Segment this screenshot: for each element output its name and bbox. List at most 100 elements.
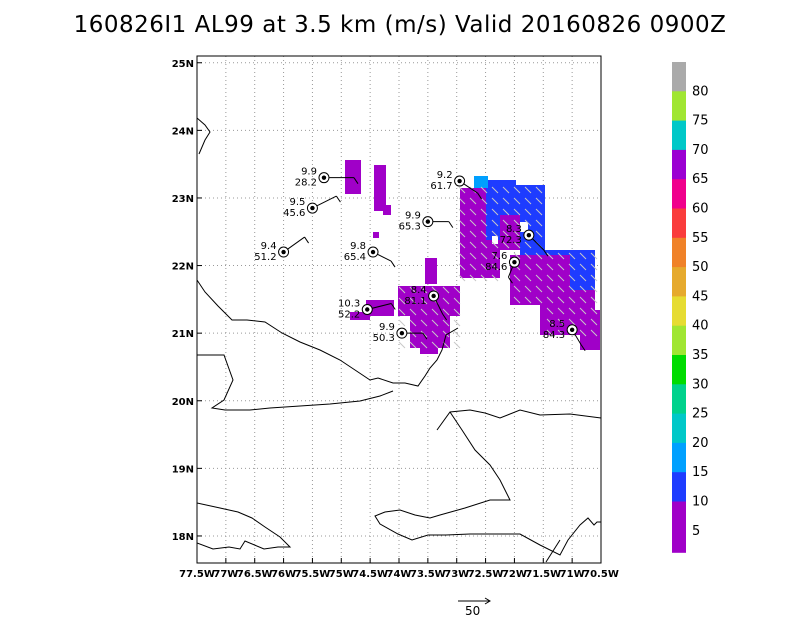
wind-arrow (491, 274, 499, 282)
shaded-cell (425, 258, 437, 284)
observation: 9.261.7 (430, 170, 483, 200)
wind-arrow (431, 330, 439, 338)
colorbar-label: 40 (692, 319, 709, 334)
wind-arrow (557, 252, 565, 260)
colorbar-swatch (672, 384, 686, 415)
wind-arrow (453, 297, 461, 305)
observation-marker-dot (431, 293, 436, 299)
wind-arrow (513, 241, 521, 249)
wind-arrow (557, 296, 565, 304)
coastline-hispaniola (436, 409, 601, 431)
wind-arrow (453, 341, 461, 349)
observation-marker-dot (512, 259, 517, 265)
wind-arrow (469, 208, 477, 216)
wind-arrow (398, 297, 406, 305)
wind-arrow (568, 307, 576, 315)
observation-marker-dot (365, 307, 370, 312)
observations: 9.928.29.545.69.451.29.865.49.965.39.261… (254, 167, 586, 352)
wind-arrow (409, 341, 417, 349)
observation: 9.865.4 (344, 241, 396, 268)
y-tick-label: 23N (172, 194, 194, 205)
wind-arrow (535, 263, 543, 271)
wind-arrow (579, 329, 587, 337)
wind-arrow (442, 330, 450, 338)
shaded-cell (345, 160, 361, 194)
wind-barb-flag (543, 249, 549, 257)
colorbar-swatch (672, 413, 686, 444)
wind-arrow (491, 241, 499, 249)
colorbar-label: 50 (692, 260, 709, 275)
shaded-cell (420, 346, 438, 354)
wind-arrow (502, 186, 510, 194)
colorbar-swatch (672, 237, 686, 268)
colorbar-label: 10 (692, 495, 709, 510)
wind-arrow (557, 307, 565, 315)
wind-arrow (568, 263, 576, 271)
wind-barb-flag (304, 236, 309, 244)
wind-arrow (579, 296, 587, 304)
wind-arrow (546, 318, 554, 326)
observation: 8.481.1 (404, 285, 448, 321)
x-tick-label: 71.5W (525, 569, 561, 580)
y-tick-label: 22N (172, 262, 194, 273)
y-tick-label: 18N (172, 532, 194, 543)
wind-arrow (546, 296, 554, 304)
wind-barb-flag (390, 303, 396, 310)
wind-arrow (458, 197, 466, 205)
observation: 7.684.6 (485, 251, 520, 284)
wind-arrow (524, 263, 532, 271)
wind-arrow (502, 230, 510, 238)
observation-value: 61.7 (430, 181, 452, 192)
wind-arrow (513, 252, 521, 260)
wind-arrow (431, 308, 439, 316)
colorbar-label: 70 (692, 143, 709, 158)
wind-arrow (453, 330, 461, 338)
wind-speed-shading (345, 160, 600, 354)
color-legend: 80 75 70 65 60 55 50 45 40 35 30 25 20 15 10 5 (672, 62, 709, 553)
wind-arrow (409, 330, 417, 338)
wind-arrow (579, 307, 587, 315)
wind-arrow (491, 252, 499, 260)
colorbar-swatch (672, 91, 686, 122)
axis-labels: 77.5W77W76.5W76W75.5W75W74.5W74W73.5W73W… (172, 59, 619, 580)
colorbar-swatch (672, 179, 686, 209)
coastlines (197, 117, 601, 563)
wind-arrow (469, 252, 477, 260)
wind-arrow (513, 274, 521, 282)
x-tick-label: 76W (271, 569, 296, 580)
observation-value: 51.2 (254, 252, 276, 263)
x-tick-label: 75.5W (295, 569, 331, 580)
wind-arrow (546, 285, 554, 293)
wind-arrow (420, 341, 428, 349)
observation-value: 84.3 (543, 330, 565, 341)
wind-arrow (491, 219, 499, 227)
shaded-cell (500, 215, 520, 250)
wind-arrow (431, 341, 439, 349)
observation-value: 65.4 (344, 252, 366, 263)
observation-speed: 7.6 (492, 251, 508, 262)
wind-arrow (524, 208, 532, 216)
wind-arrow (568, 296, 576, 304)
wind-arrow (590, 307, 598, 315)
reference-vector-label: 50 (465, 604, 480, 618)
wind-arrow (458, 263, 466, 271)
wind-arrow (524, 274, 532, 282)
coastline-jamaica (197, 502, 292, 550)
wind-arrow (480, 241, 488, 249)
wind-arrow (546, 329, 554, 337)
wind-arrow (420, 308, 428, 316)
wind-arrow (458, 241, 466, 249)
wind-arrow (590, 318, 598, 326)
coastline-hispaniola-south (374, 411, 601, 556)
observation: 8.372.3 (500, 224, 549, 257)
shaded-cell (374, 165, 386, 211)
shaded-cell (373, 232, 379, 238)
x-tick-label: 77W (213, 569, 238, 580)
x-tick-label: 73W (444, 569, 469, 580)
observation-speed: 8.4 (411, 285, 427, 296)
colorbar-label: 35 (692, 348, 709, 363)
shaded-gap (520, 222, 528, 232)
coastline-tip (545, 539, 561, 563)
observation-value: 81.1 (404, 296, 426, 307)
colorbar-swatch-bottom (672, 530, 686, 553)
